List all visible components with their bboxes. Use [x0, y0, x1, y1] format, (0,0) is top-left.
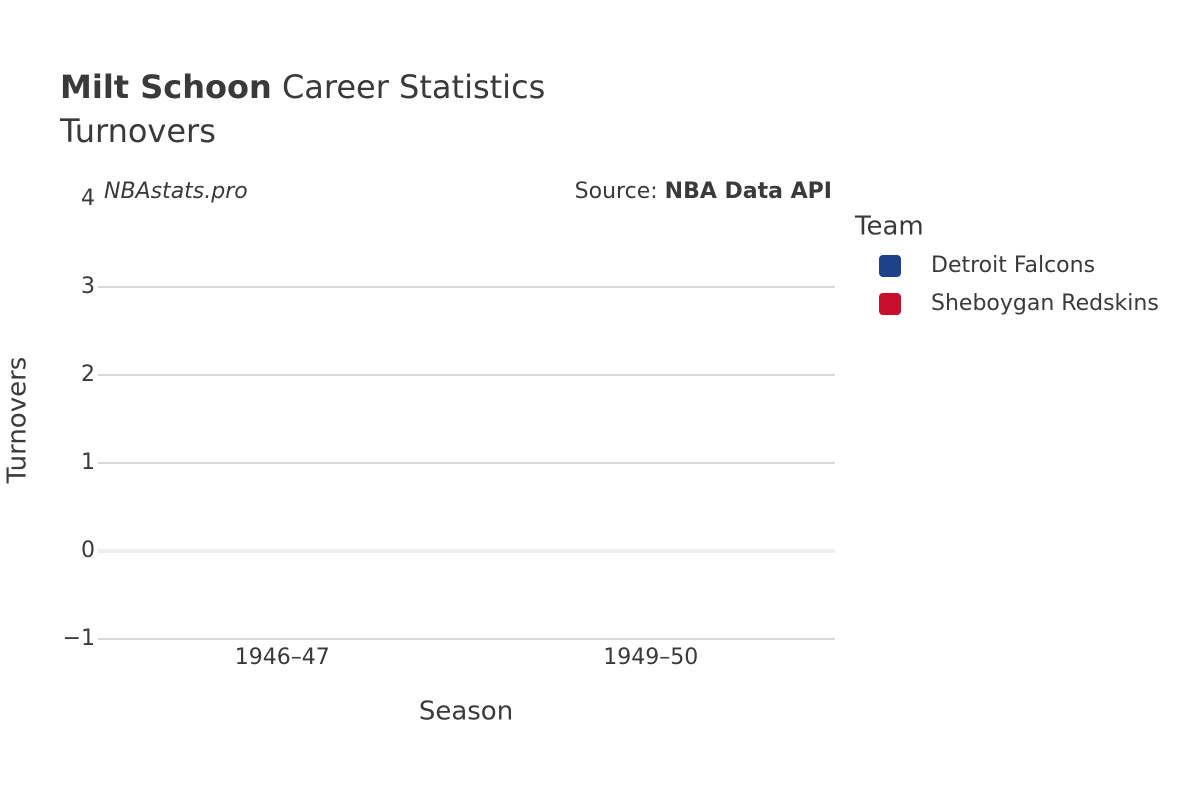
x-tick-label: 1946–47	[235, 645, 330, 670]
legend-label: Detroit Falcons	[931, 253, 1095, 278]
legend-swatch	[879, 293, 901, 315]
y-tick-label: 0	[81, 538, 95, 563]
title-name: Milt Schoon	[60, 68, 272, 106]
source: Source: NBA Data API	[575, 179, 832, 204]
legend-title: Team	[854, 212, 924, 242]
y-tick-label: 1	[81, 450, 95, 475]
y-tick-label: 4	[81, 186, 95, 211]
chart-subtitle: Turnovers	[59, 112, 216, 150]
x-axis-title: Season	[419, 697, 513, 727]
x-tick-label: 1949–50	[603, 645, 698, 670]
title-rest: Career Statistics	[282, 68, 545, 106]
chart-title: Milt Schoon Career Statistics	[60, 68, 545, 106]
source-name: NBA Data API	[665, 179, 832, 204]
y-tick-label: 3	[81, 274, 95, 299]
source-label: Source:	[575, 179, 658, 204]
watermark: NBAstats.pro	[104, 179, 248, 204]
legend-swatch	[879, 255, 901, 277]
y-axis-title: Turnovers	[3, 357, 33, 485]
y-tick-label: −1	[63, 626, 95, 651]
legend-label: Sheboygan Redskins	[931, 291, 1159, 316]
y-tick-label: 2	[81, 362, 95, 387]
